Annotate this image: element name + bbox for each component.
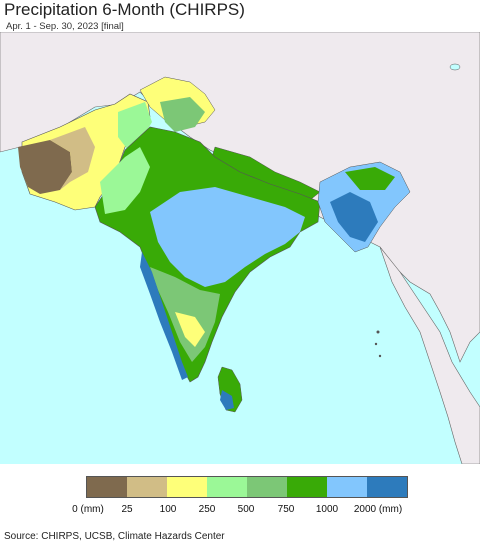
legend-tick-label: 500: [237, 504, 255, 515]
legend: 0 (mm) 25 100 250 500 750 1000 2000 (mm): [0, 464, 480, 528]
legend-swatch: [367, 477, 407, 497]
legend-swatch: [167, 477, 207, 497]
legend-tick-label: 250: [198, 504, 216, 515]
region-south-yellow: [175, 312, 205, 347]
legend-tick-label: 100: [159, 504, 177, 515]
region-bangladesh-wet: [330, 192, 378, 242]
legend-swatch: [287, 477, 327, 497]
region-rajasthan: [100, 147, 150, 214]
lake: [449, 63, 461, 71]
legend-tick-label: 750: [277, 504, 295, 515]
legend-ticks: 0 (mm) 25 100 250 500 750 1000 2000 (mm): [0, 504, 480, 518]
map-subtitle: Apr. 1 - Sep. 30, 2023 [final]: [6, 21, 124, 32]
legend-tick-label: 0 (mm): [72, 504, 104, 515]
legend-swatch: [87, 477, 127, 497]
region-central-india-wet: [150, 187, 305, 287]
region-pakistan-tan: [50, 127, 95, 190]
land-southeast-asia: [379, 246, 480, 464]
region-west-coast: [140, 252, 188, 380]
region-punjab-green: [118, 102, 152, 150]
legend-swatch: [207, 477, 247, 497]
region-balochistan-dry: [18, 140, 72, 194]
region-himalaya-green: [160, 97, 205, 132]
legend-swatch: [327, 477, 367, 497]
andaman-islands-2: [374, 342, 378, 346]
precipitation-map: [0, 32, 480, 464]
legend-tick-label: 25: [121, 504, 133, 515]
region-sri-lanka-wet: [220, 390, 234, 410]
andaman-islands: [376, 330, 380, 334]
legend-swatch: [127, 477, 167, 497]
source-credit: Source: CHIRPS, UCSB, Climate Hazards Ce…: [4, 531, 225, 542]
map-title: Precipitation 6-Month (CHIRPS): [4, 0, 245, 19]
region-assam-green: [345, 167, 395, 190]
legend-tick-label: 2000 (mm): [353, 504, 403, 515]
andaman-islands-3: [378, 354, 382, 358]
legend-color-bar: [86, 476, 408, 498]
legend-swatch: [247, 477, 287, 497]
legend-tick-label: 1000: [315, 504, 339, 515]
